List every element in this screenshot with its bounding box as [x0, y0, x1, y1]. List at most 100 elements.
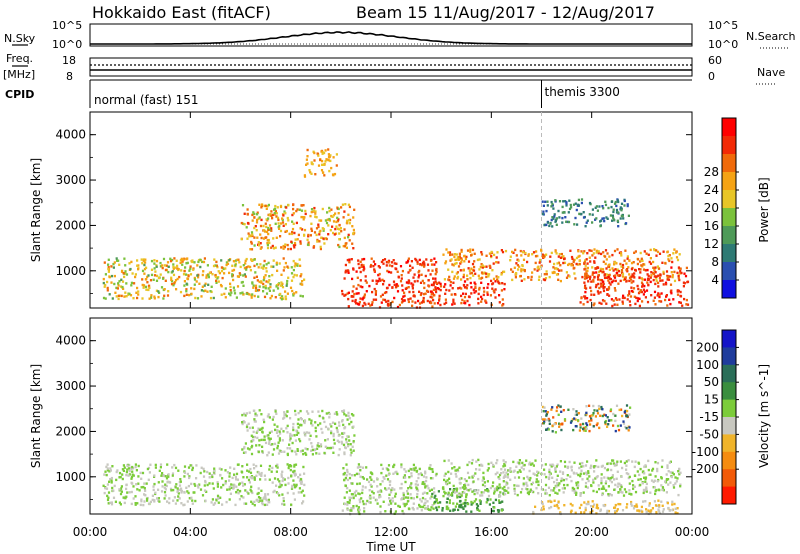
- nsky-label: N.Sky: [4, 32, 36, 45]
- echo-cell: [668, 461, 671, 464]
- echo-cell: [582, 465, 585, 468]
- echo-cell: [153, 482, 156, 486]
- echo-cell: [243, 212, 246, 215]
- echo-cell: [587, 280, 590, 283]
- echo-cell: [302, 500, 305, 503]
- echo-cell: [645, 508, 648, 511]
- echo-cell: [268, 275, 271, 278]
- echo-cell: [287, 247, 290, 251]
- echo-cell: [124, 270, 127, 273]
- echo-cell: [600, 487, 604, 490]
- echo-cell: [319, 443, 323, 446]
- echo-cell: [389, 303, 392, 306]
- echo-cell: [131, 272, 134, 275]
- echo-cell: [580, 212, 583, 216]
- echo-cell: [261, 502, 264, 506]
- echo-cell: [656, 480, 659, 483]
- echo-cell: [480, 300, 483, 303]
- echo-cell: [644, 477, 647, 481]
- echo-cell: [545, 412, 548, 416]
- echo-cell: [241, 291, 244, 294]
- echo-cell: [315, 216, 318, 219]
- echo-cell: [498, 477, 501, 481]
- echo-cell: [365, 466, 368, 469]
- echo-cell: [115, 478, 118, 482]
- echo-cell: [286, 265, 289, 268]
- echo-cell: [519, 249, 522, 253]
- echo-cell: [417, 276, 420, 279]
- echo-cell: [544, 489, 547, 492]
- echo-cell: [326, 211, 329, 214]
- echo-cell: [494, 472, 497, 476]
- echo-cell: [642, 470, 645, 473]
- echo-cell: [294, 413, 297, 416]
- echo-cell: [244, 489, 247, 492]
- echo-cell: [225, 263, 228, 267]
- echo-cell: [650, 479, 654, 482]
- echo-cell: [348, 499, 351, 502]
- echo-cell: [457, 469, 460, 473]
- echo-cell: [343, 277, 346, 280]
- echo-cell: [221, 503, 224, 506]
- echo-cell: [246, 490, 249, 494]
- echo-cell: [251, 233, 254, 236]
- echo-cell: [257, 487, 260, 490]
- echo-cell: [589, 298, 592, 302]
- echo-cell: [492, 509, 495, 513]
- echo-cell: [344, 484, 347, 487]
- echo-cell: [300, 482, 303, 485]
- echo-cell: [655, 249, 658, 252]
- echo-cell: [179, 261, 182, 265]
- echo-cell: [596, 503, 599, 507]
- echo-cell: [314, 215, 317, 218]
- echo-cell: [597, 252, 600, 255]
- echo-cell: [314, 429, 317, 433]
- echo-cell: [323, 451, 326, 455]
- echo-cell: [446, 505, 449, 508]
- echo-cell: [331, 225, 334, 228]
- echo-cell: [201, 285, 204, 288]
- echo-cell: [224, 480, 227, 483]
- echo-cell: [668, 259, 671, 263]
- echo-cell: [550, 489, 553, 492]
- echo-cell: [258, 280, 261, 284]
- echo-cell: [387, 299, 390, 303]
- echo-cell: [260, 206, 263, 209]
- echo-cell: [597, 404, 600, 408]
- echo-cell: [590, 280, 593, 283]
- echo-cell: [125, 495, 128, 498]
- echo-cell: [134, 502, 137, 505]
- echo-cell: [505, 480, 508, 484]
- echo-cell: [521, 251, 525, 254]
- echo-cell: [604, 249, 608, 252]
- echo-cell: [470, 500, 473, 504]
- echo-cell: [537, 471, 540, 474]
- echo-cell: [103, 491, 106, 495]
- velocity-tick-label: -100: [692, 445, 719, 459]
- echo-cell: [555, 465, 558, 468]
- echo-cell: [318, 445, 321, 448]
- echo-cell: [232, 486, 235, 489]
- echo-cell: [309, 214, 312, 218]
- echo-cell: [354, 300, 357, 303]
- echo-cell: [489, 266, 492, 269]
- echo-cell: [617, 269, 621, 273]
- echo-cell: [544, 410, 547, 413]
- echo-cell: [253, 276, 256, 279]
- echo-cell: [640, 257, 643, 260]
- echo-cell: [144, 489, 147, 492]
- echo-cell: [550, 218, 553, 222]
- echo-cell: [113, 282, 116, 286]
- echo-cell: [606, 425, 609, 428]
- echo-cell: [426, 507, 429, 511]
- echo-cell: [176, 490, 179, 493]
- echo-cell: [641, 285, 644, 288]
- echo-cell: [592, 280, 595, 283]
- echo-cell: [613, 274, 616, 278]
- echo-cell: [256, 430, 259, 433]
- echo-cell: [245, 425, 249, 429]
- echo-cell: [199, 258, 202, 261]
- echo-cell: [667, 470, 670, 473]
- echo-cell: [633, 505, 637, 508]
- echo-cell: [165, 477, 169, 480]
